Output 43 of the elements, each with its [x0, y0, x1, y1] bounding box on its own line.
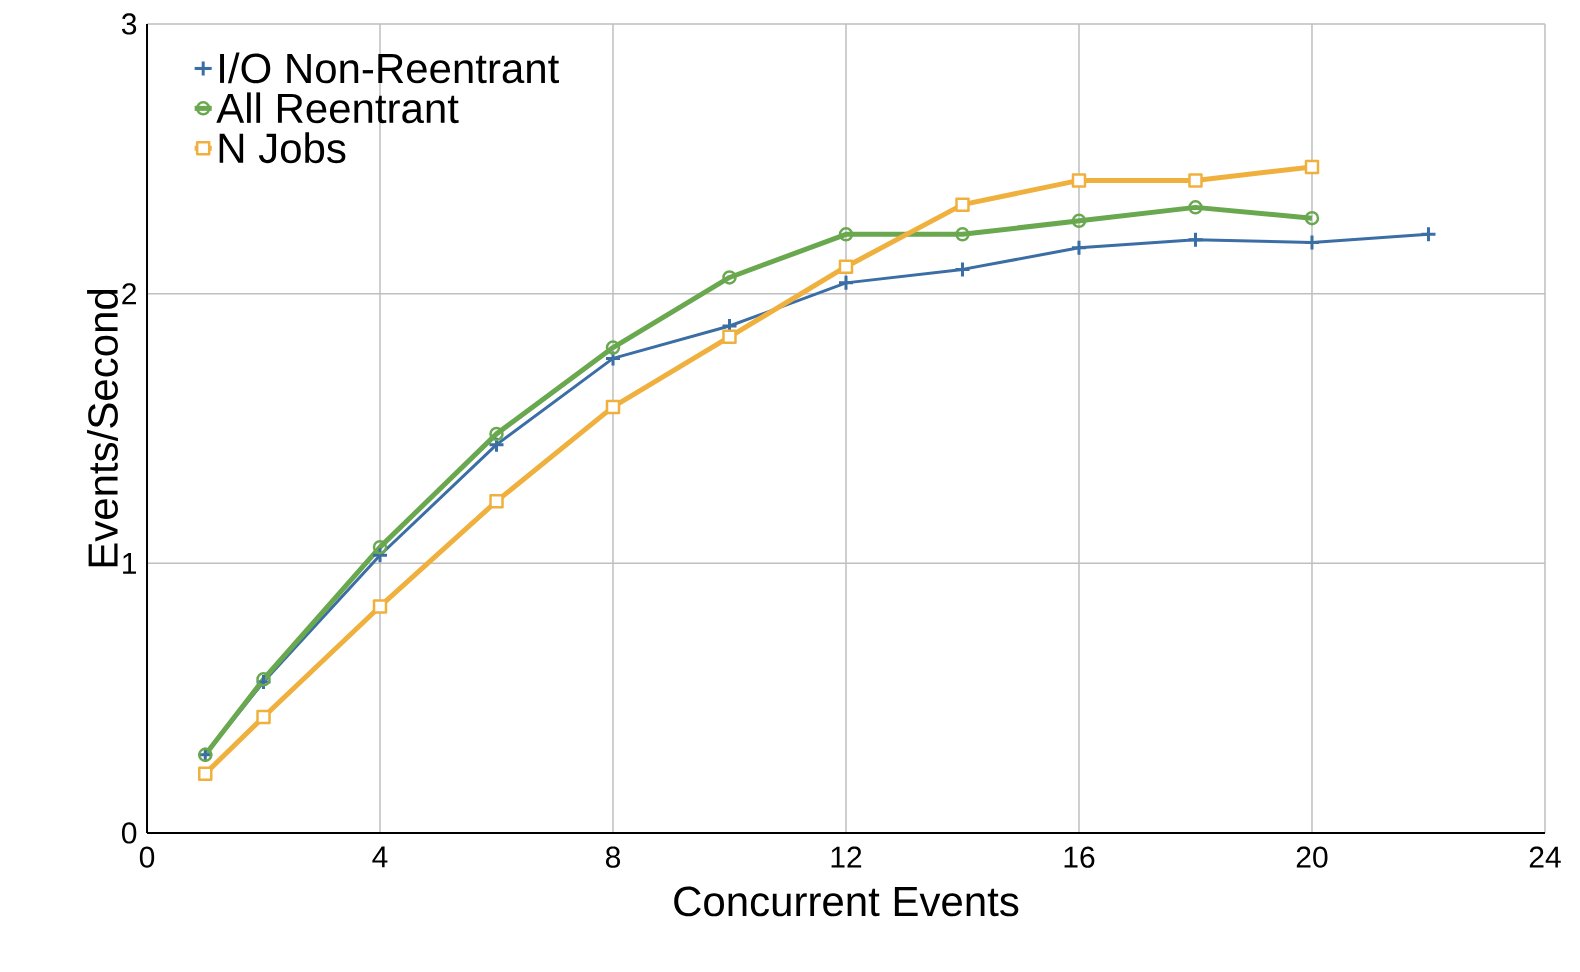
y-tick-label: 0 [121, 822, 137, 844]
point [722, 329, 737, 345]
point [838, 227, 854, 242]
x-tick-label: 24 [1529, 846, 1561, 868]
point [489, 494, 504, 509]
y-tick-label: 1 [123, 553, 137, 574]
point [198, 766, 213, 781]
legend-label: All Reentrant [216, 92, 459, 124]
point [955, 227, 970, 242]
y-tick-label: 3 [121, 13, 137, 35]
point [1304, 210, 1320, 226]
point [1186, 231, 1204, 249]
point [838, 259, 854, 274]
x-tick-label: 16 [1064, 846, 1095, 868]
point [1188, 173, 1203, 188]
point [256, 709, 271, 725]
x-tick-label: 12 [831, 846, 862, 868]
x-tick-label: 4 [372, 846, 388, 868]
y-tick-label: 2 [122, 283, 136, 305]
y-axis-title: Events/Second [87, 289, 118, 567]
point [605, 399, 621, 415]
point [1071, 213, 1087, 229]
x-tick-label: 0 [139, 846, 155, 868]
point [1188, 200, 1203, 215]
point [256, 672, 271, 687]
point [605, 340, 621, 355]
point [1071, 173, 1087, 188]
point [489, 426, 504, 442]
point [955, 197, 970, 212]
point [372, 539, 388, 555]
point [1304, 159, 1320, 175]
x-tick-label: 8 [605, 846, 621, 868]
point [1070, 239, 1088, 257]
legend-label: N Jobs [219, 132, 346, 164]
point [953, 260, 971, 278]
legend-label: I/O Non-Reentrant [220, 52, 559, 84]
point [722, 270, 737, 285]
point [372, 599, 388, 614]
point [1303, 233, 1321, 251]
point [1419, 225, 1437, 243]
point [837, 274, 855, 292]
x-tick-label: 20 [1296, 846, 1328, 868]
x-axis-title: Concurrent Events [674, 886, 1019, 917]
